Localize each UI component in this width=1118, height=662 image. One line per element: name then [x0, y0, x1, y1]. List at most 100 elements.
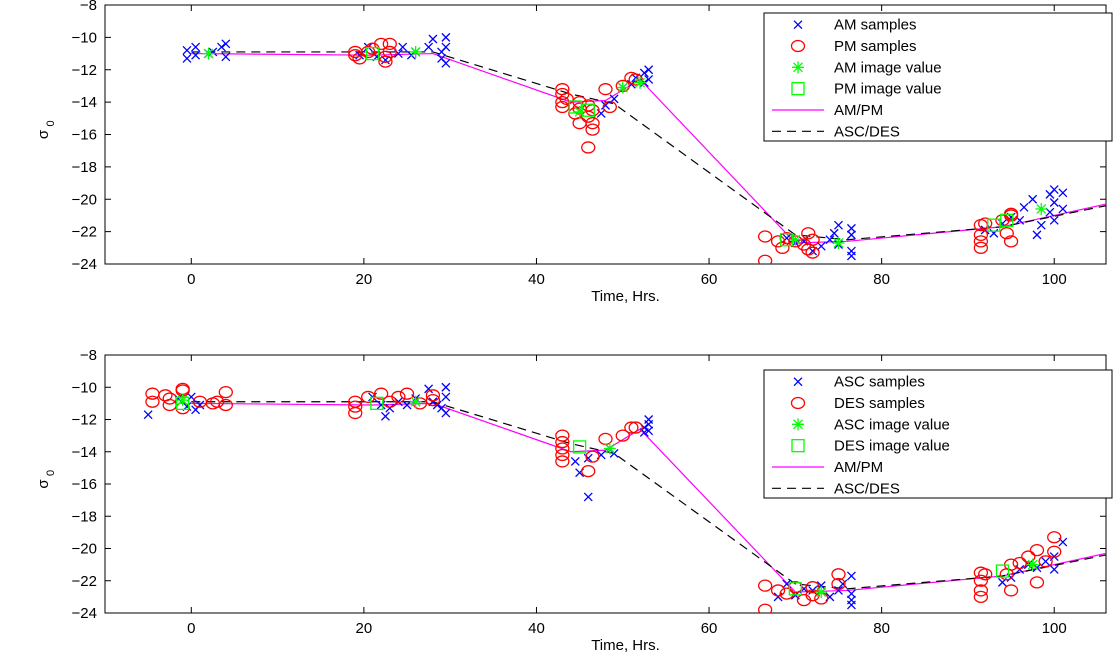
- data-point-des-samples: [581, 464, 596, 478]
- data-point-am-samples: [182, 53, 192, 63]
- data-point-des-samples: [391, 390, 406, 404]
- data-point-pm-samples: [628, 73, 643, 86]
- data-point-des-samples: [831, 568, 846, 581]
- data-point-pm-samples: [973, 241, 989, 254]
- data-point-des-samples: [585, 450, 600, 463]
- data-point-asc-samples: [834, 585, 843, 595]
- data-point-asc-samples: [437, 403, 447, 413]
- legend-swatch: [790, 396, 806, 410]
- data-point-am-image-value: [634, 76, 647, 89]
- y-tick-label: −18: [72, 159, 97, 176]
- legend-label: DES samples: [834, 395, 925, 412]
- data-point-am-samples: [1058, 188, 1068, 198]
- x-tick-label: 40: [528, 620, 545, 637]
- x-tick-label: 100: [1042, 271, 1067, 288]
- data-point-asc-samples: [644, 419, 654, 429]
- x-axis-title: Time, Hrs.: [591, 637, 660, 654]
- data-point-asc-samples: [644, 426, 654, 436]
- data-point-des-samples: [373, 387, 389, 400]
- legend-swatch: [793, 20, 803, 30]
- data-point-am-samples: [1019, 202, 1029, 212]
- data-point-pm-samples: [757, 254, 773, 264]
- data-point-am-samples: [829, 228, 839, 238]
- legend-box: [763, 12, 1113, 142]
- data-point-am-samples: [1049, 198, 1059, 207]
- data-point-des-samples: [555, 435, 570, 449]
- data-point-des-samples: [555, 448, 570, 462]
- data-point-des-samples: [973, 584, 989, 597]
- data-point-des-samples: [425, 389, 441, 402]
- data-point-des-samples: [1029, 543, 1045, 557]
- data-point-asc-samples: [808, 585, 818, 595]
- legend-label: ASC/DES: [834, 480, 900, 497]
- data-point-pm-image-value: [987, 218, 1001, 232]
- data-point-asc-image-value: [176, 394, 189, 407]
- data-point-pm-samples: [585, 117, 600, 130]
- data-point-pm-samples: [801, 227, 816, 240]
- data-point-pm-samples: [373, 37, 389, 50]
- data-point-des-samples: [218, 385, 233, 399]
- x-tick-label: 80: [873, 620, 890, 637]
- data-point-am-samples: [441, 42, 451, 52]
- y-tick-label: −20: [72, 541, 97, 558]
- data-point-am-samples: [816, 241, 826, 251]
- data-point-am-samples: [644, 65, 654, 75]
- data-point-pm-samples: [348, 49, 363, 62]
- y-tick-label: −10: [72, 379, 97, 396]
- y-tick-label: −16: [72, 476, 97, 493]
- y-tick-label: −24: [72, 256, 97, 273]
- y-tick-label: −20: [72, 191, 97, 208]
- y-axis-title-subscript: 0: [45, 470, 57, 476]
- data-point-pm-samples: [770, 235, 786, 248]
- legend-swatch: [793, 377, 803, 387]
- legend: AM samples PM samples AM image value PM ima…: [763, 12, 1113, 142]
- data-point-asc-samples: [583, 492, 593, 502]
- x-tick-label: 100: [1042, 620, 1067, 637]
- data-point-am-samples: [846, 223, 856, 233]
- data-point-pm-samples: [805, 233, 820, 246]
- data-point-des-samples: [779, 587, 794, 600]
- data-point-am-samples: [1036, 220, 1046, 230]
- data-point-asc-samples: [441, 382, 451, 392]
- data-point-des-image-value: [572, 440, 587, 454]
- y-tick-label: −8: [80, 0, 97, 14]
- data-point-am-samples: [221, 52, 231, 62]
- data-point-des-image-value: [788, 582, 802, 596]
- data-point-pm-samples: [598, 83, 613, 96]
- data-point-des-image-value: [370, 396, 384, 411]
- legend-label: AM samples: [834, 17, 917, 34]
- data-point-des-image-value: [176, 396, 190, 411]
- data-point-des-samples: [555, 429, 570, 442]
- data-point-am-samples: [182, 45, 192, 55]
- data-point-am-image-value: [789, 233, 802, 246]
- chart-panel-2: 0 20 40 60 80 100 −24 −22 −20 −18 −16 −14 −12 −10 −8 Ti…: [35, 347, 1113, 654]
- data-point-am-samples: [846, 251, 856, 261]
- data-point-pm-samples: [361, 45, 376, 59]
- data-point-des-samples: [210, 395, 225, 408]
- data-point-am-samples: [639, 68, 649, 78]
- legend-label: AM image value: [834, 59, 942, 76]
- data-point-des-samples: [555, 442, 570, 455]
- data-point-am-samples: [191, 50, 201, 60]
- data-point-am-image-value: [202, 47, 215, 60]
- data-point-des-samples: [1021, 550, 1036, 563]
- y-tick-label: −8: [80, 347, 97, 364]
- data-point-des-samples: [973, 574, 989, 587]
- data-point-am-samples: [428, 34, 438, 44]
- series-line-asc-des: [191, 401, 1106, 590]
- data-point-pm-samples: [757, 230, 773, 243]
- data-point-des-samples: [1047, 545, 1062, 558]
- x-tick-label: 60: [701, 271, 718, 288]
- data-point-pm-samples: [978, 217, 993, 230]
- data-point-am-image-value: [1035, 202, 1048, 215]
- data-point-asc-samples: [441, 392, 451, 402]
- data-point-am-samples: [441, 58, 451, 68]
- data-point-asc-image-value: [815, 586, 828, 599]
- y-tick-label: −12: [72, 412, 97, 429]
- data-point-asc-image-value: [1026, 558, 1039, 571]
- legend-swatch: [791, 439, 805, 453]
- data-point-asc-samples: [1049, 565, 1059, 574]
- data-point-des-samples: [831, 577, 846, 591]
- data-point-pm-samples: [585, 123, 600, 136]
